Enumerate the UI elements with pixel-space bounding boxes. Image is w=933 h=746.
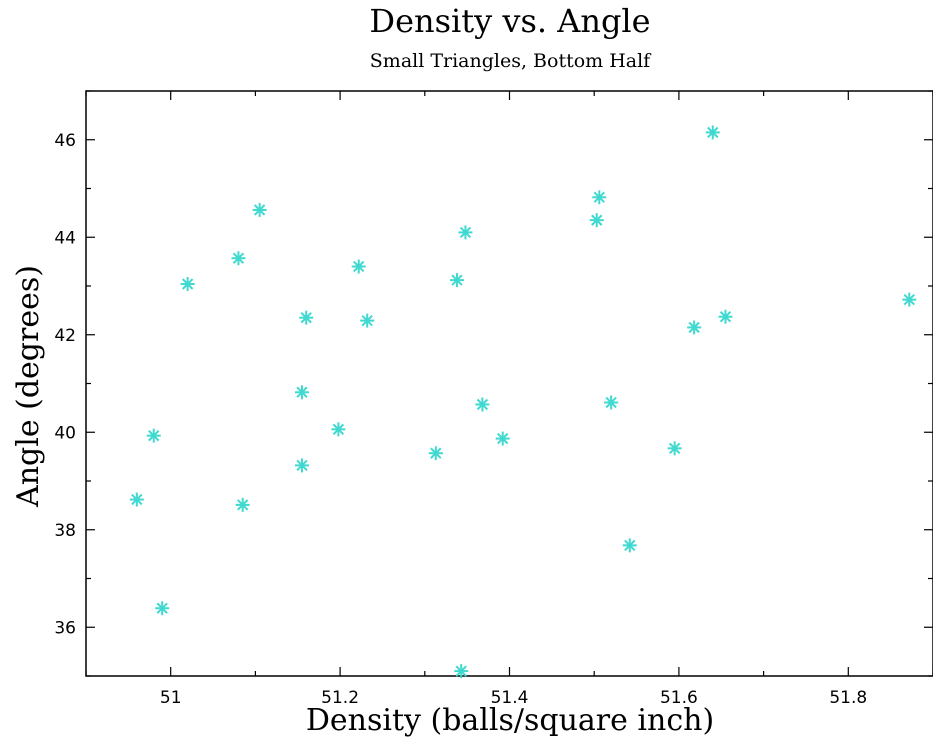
x-axis-ticks: 51 51.2 51.4 51.6 51.8 bbox=[85, 91, 933, 708]
data-point bbox=[604, 395, 619, 410]
data-point bbox=[294, 458, 309, 473]
data-point bbox=[718, 309, 733, 324]
data-points bbox=[129, 125, 917, 679]
data-point bbox=[252, 202, 267, 217]
y-tick-label: 42 bbox=[54, 326, 76, 346]
data-point bbox=[495, 431, 510, 446]
data-point bbox=[155, 601, 170, 616]
data-point bbox=[235, 497, 250, 512]
data-point bbox=[231, 251, 246, 266]
data-point bbox=[687, 320, 702, 335]
chart-subtitle: Small Triangles, Bottom Half bbox=[370, 50, 652, 72]
data-point bbox=[129, 492, 144, 507]
data-point bbox=[351, 259, 366, 274]
data-point bbox=[449, 273, 464, 288]
data-point bbox=[592, 190, 607, 205]
x-tick-label: 51 bbox=[160, 688, 182, 708]
data-point bbox=[454, 664, 469, 679]
y-tick-label: 44 bbox=[54, 228, 76, 248]
data-point bbox=[705, 125, 720, 140]
data-point bbox=[180, 277, 195, 292]
x-tick-label: 51.8 bbox=[829, 688, 867, 708]
data-point bbox=[589, 213, 604, 228]
data-point bbox=[294, 385, 309, 400]
data-point bbox=[146, 428, 161, 443]
x-tick-label: 51.4 bbox=[491, 688, 529, 708]
y-tick-label: 46 bbox=[54, 131, 76, 151]
data-point bbox=[622, 538, 637, 553]
x-tick-label: 51.2 bbox=[321, 688, 359, 708]
data-point bbox=[428, 446, 443, 461]
data-point bbox=[475, 397, 490, 412]
y-tick-label: 36 bbox=[54, 618, 76, 638]
y-tick-label: 40 bbox=[54, 423, 76, 443]
chart-title: Density vs. Angle bbox=[369, 2, 650, 40]
data-point bbox=[458, 225, 473, 240]
data-point bbox=[331, 422, 346, 437]
x-tick-label: 51.6 bbox=[660, 688, 698, 708]
plot-frame bbox=[85, 90, 933, 677]
data-point bbox=[299, 310, 314, 325]
x-axis-label: Density (balls/square inch) bbox=[306, 703, 714, 738]
y-tick-label: 38 bbox=[54, 521, 76, 541]
data-point bbox=[902, 292, 917, 307]
data-point bbox=[360, 313, 375, 328]
data-point bbox=[667, 441, 682, 456]
y-axis-label: Angle (degrees) bbox=[11, 265, 46, 508]
y-axis-ticks: 36 38 40 42 44 46 bbox=[54, 90, 933, 677]
